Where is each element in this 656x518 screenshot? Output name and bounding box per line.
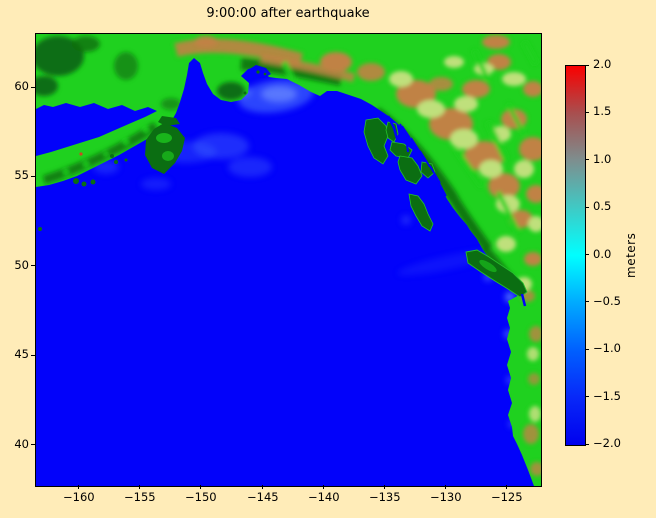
afognak-island — [158, 116, 180, 126]
y-axis-tick — [31, 265, 35, 267]
fjords-straits — [386, 115, 527, 307]
colorbar-tick — [585, 159, 589, 161]
x-axis-tick — [445, 485, 447, 489]
x-axis-tick — [200, 485, 202, 489]
volcano-peak — [79, 152, 83, 156]
y-axis-tick-label: 40 — [14, 436, 29, 451]
x-axis-tick — [262, 485, 264, 489]
y-axis-tick — [31, 354, 35, 356]
colorbar-tick-label: 1.5 — [593, 104, 612, 119]
y-axis-tick — [31, 444, 35, 446]
colorbar-axis-label: meters — [624, 232, 638, 278]
haida-gwaii — [408, 193, 434, 232]
colorbar-tick-label: −0.5 — [593, 293, 621, 308]
colorbar-tick-label: 0.5 — [593, 199, 612, 214]
plot-frame — [35, 33, 542, 487]
colorbar-tick-label: −1.0 — [593, 341, 621, 356]
x-axis-tick-label: −135 — [368, 490, 401, 504]
colorbar-tick — [585, 254, 589, 255]
islands — [38, 91, 528, 298]
x-axis-tick-label: −130 — [429, 490, 462, 504]
prince-william-sound — [248, 65, 271, 78]
map-plot — [36, 34, 541, 486]
colorbar-tick-label: 0.0 — [593, 246, 612, 261]
x-axis-tick-label: −125 — [490, 490, 523, 504]
y-axis-tick-label: 55 — [14, 168, 29, 183]
x-axis-tick — [139, 485, 141, 489]
colorbar-tick-label: −2.0 — [593, 436, 621, 450]
x-axis-tick-label: −150 — [185, 490, 217, 504]
x-axis-tick-label: −145 — [247, 490, 279, 504]
colorbar-tick — [585, 206, 589, 208]
y-axis-tick-label: 50 — [14, 257, 29, 272]
x-axis-tick — [384, 485, 386, 489]
x-axis-tick-label: −140 — [307, 490, 340, 504]
kodiak-island — [145, 123, 185, 174]
x-axis-tick — [323, 485, 325, 489]
colorbar-tick — [585, 443, 589, 445]
colorbar-tick — [585, 301, 589, 303]
x-axis-tick-label: −160 — [63, 490, 95, 504]
y-axis-tick — [31, 175, 35, 177]
colorbar-tick-label: −1.5 — [593, 388, 621, 403]
colorbar-tick — [585, 348, 589, 350]
y-axis-tick-label: 60 — [14, 79, 29, 94]
colorbar-tick — [585, 111, 589, 113]
colorbar-tick-label: 2.0 — [593, 57, 612, 71]
x-axis-tick — [78, 485, 80, 489]
colorbar — [565, 65, 586, 446]
plot-title: 9:00:00 after earthquake — [206, 6, 370, 21]
y-axis-tick — [31, 86, 35, 88]
y-axis-tick-label: 45 — [14, 347, 29, 362]
colorbar-tick — [585, 64, 589, 66]
x-axis-tick-label: −155 — [124, 490, 156, 504]
colorbar-tick — [585, 396, 589, 398]
x-axis-tick — [506, 485, 508, 489]
colorbar-tick-label: 1.0 — [593, 151, 612, 166]
